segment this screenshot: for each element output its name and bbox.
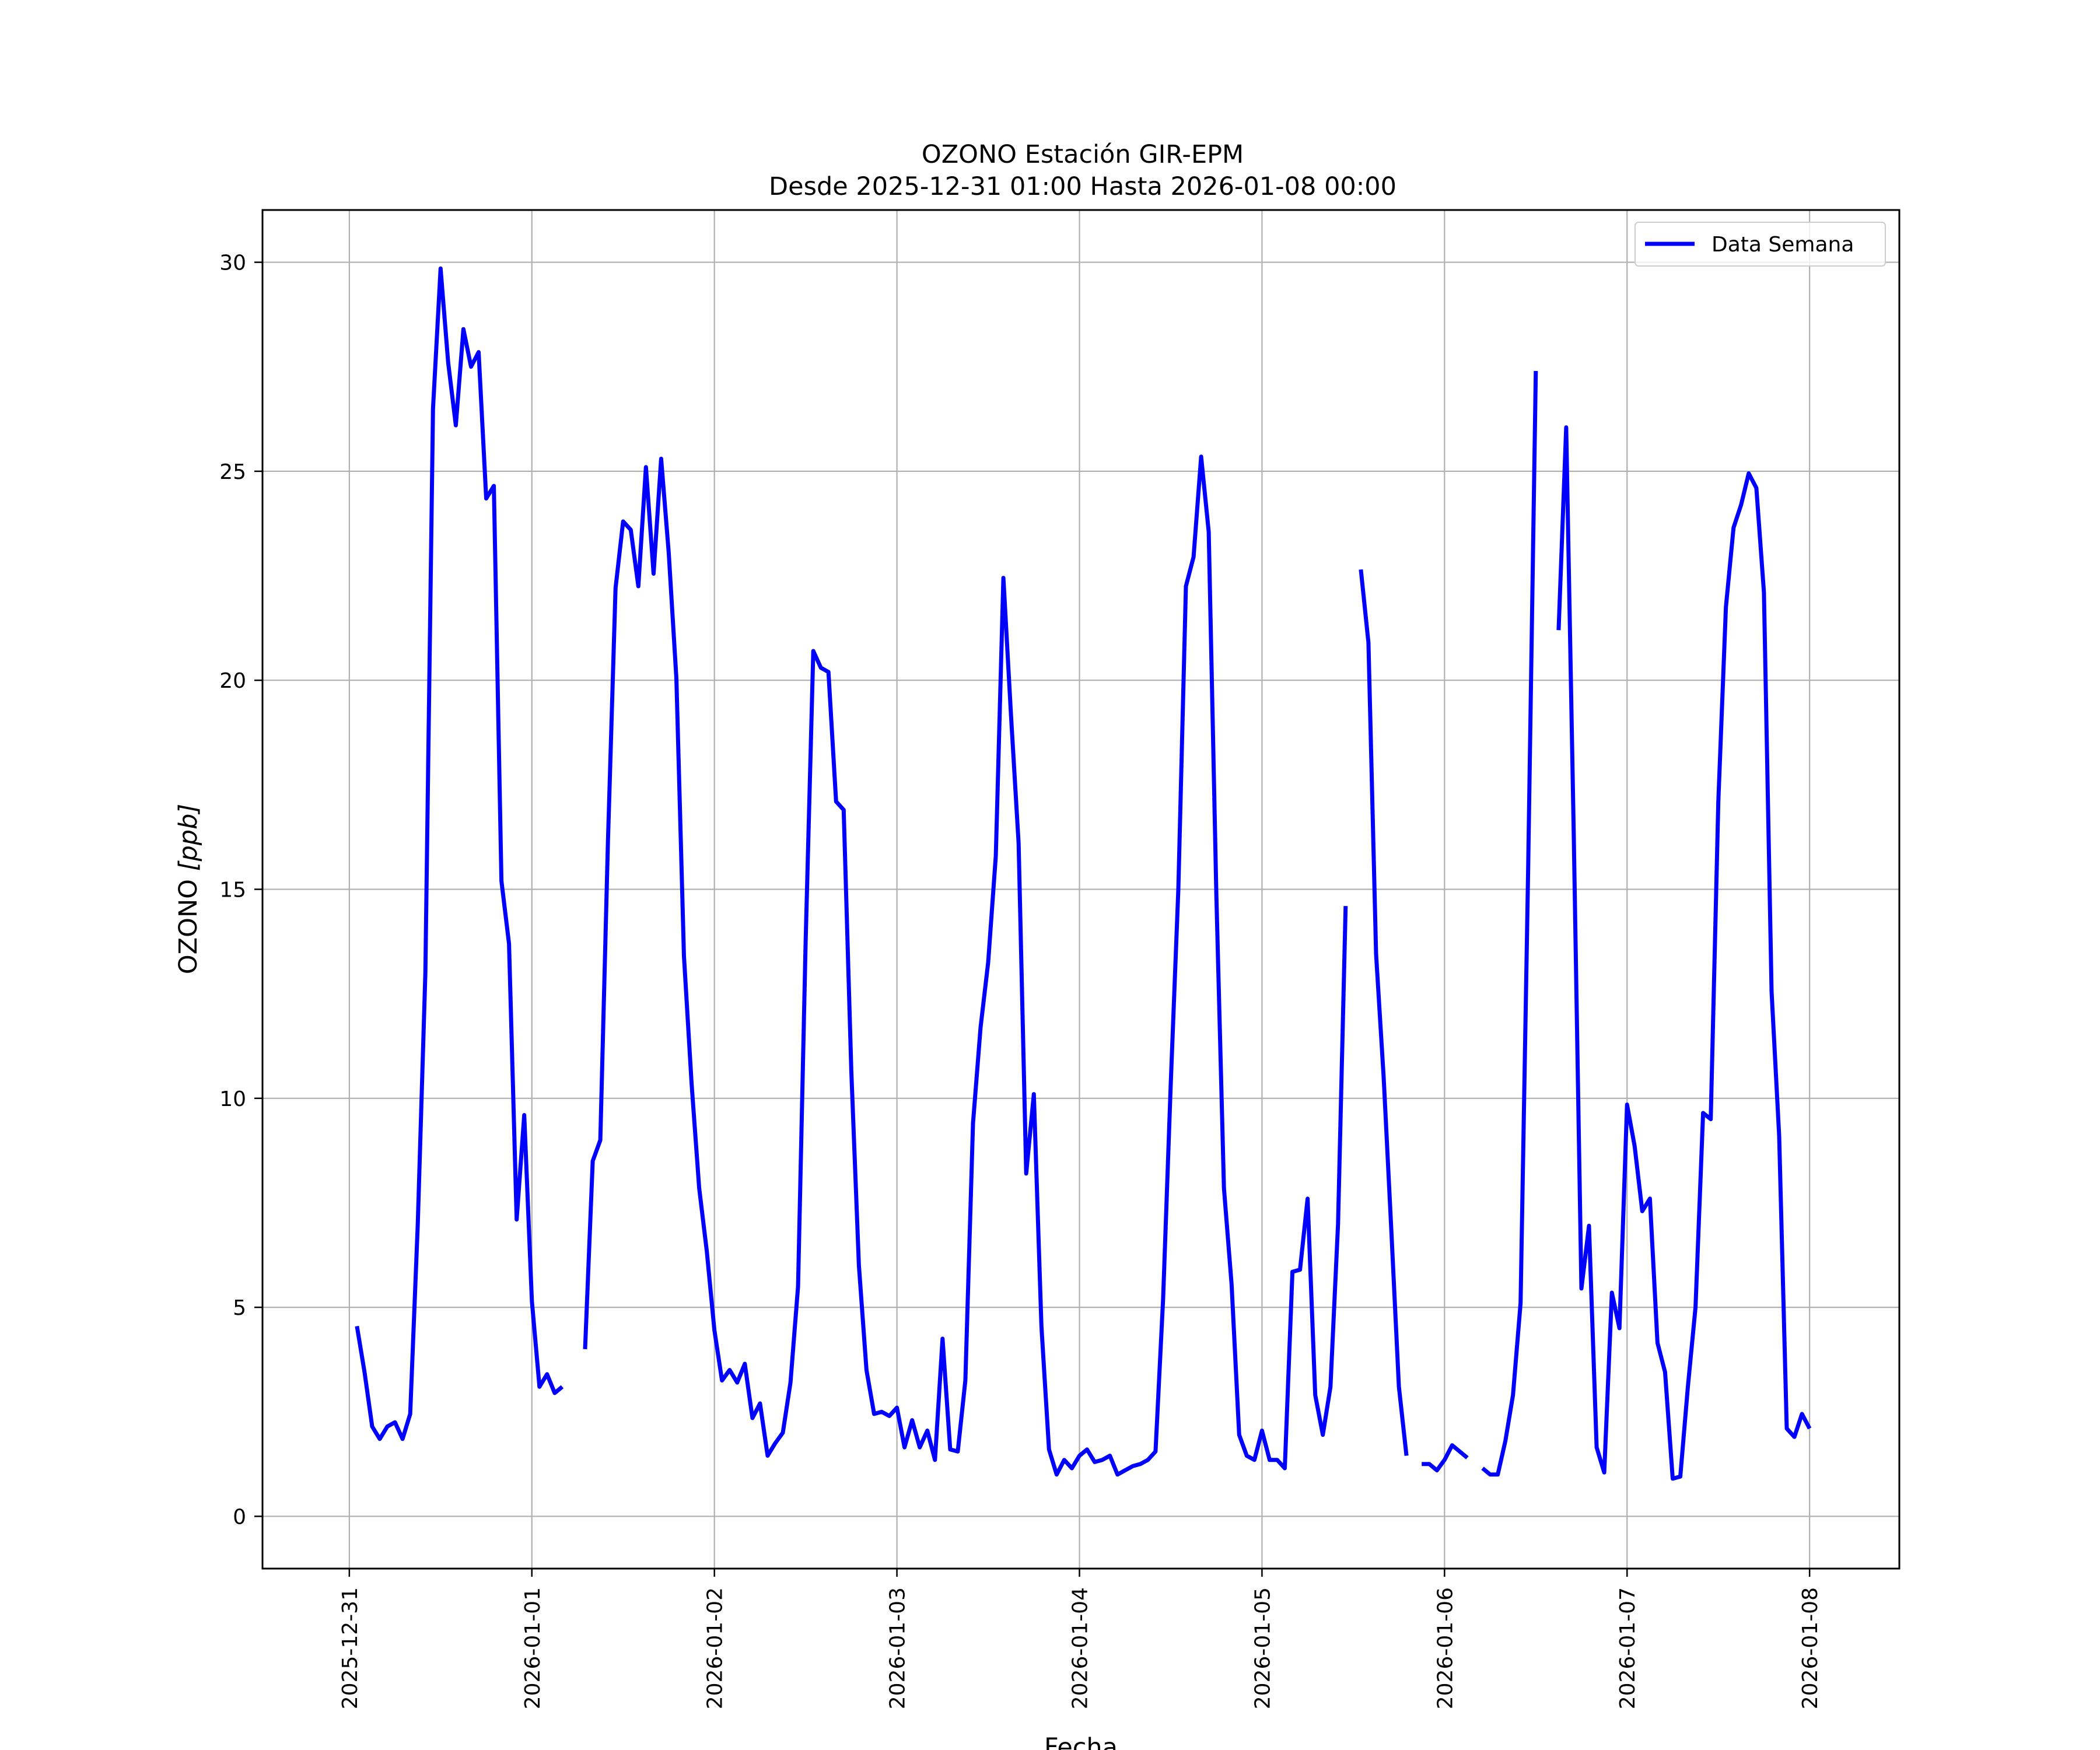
y-tick-label: 30 [219,251,246,275]
x-tick-label: 2026-01-05 [1251,1587,1275,1709]
x-tick-label: 2026-01-07 [1616,1587,1640,1709]
series-line-segment [1481,370,1538,1477]
y-axis-label-text: OZONO [174,871,203,974]
y-tick-label: 0 [233,1505,246,1529]
legend-box [1634,222,1886,267]
y-tick-label: 25 [219,460,246,484]
series-line-segment [1359,569,1409,1456]
y-tick-label: 15 [219,878,246,902]
x-tick-label: 2025-12-31 [338,1587,362,1709]
y-axis-label: OZONO [ppb] [174,804,203,974]
x-tick-label: 2026-01-03 [886,1587,910,1709]
x-axis-label: Fecha [1044,1733,1118,1750]
chart-subtitle: Desde 2025-12-31 01:00 Hasta 2026-01-08 … [769,172,1396,201]
y-tick-label: 10 [219,1087,246,1111]
legend: Data Semana [1634,222,1886,267]
series-line-segment [1556,425,1812,1481]
gridlines [262,210,1899,1569]
y-tick-label: 5 [233,1296,246,1320]
x-tick-label: 2026-01-06 [1433,1587,1457,1709]
x-tick-label: 2026-01-01 [521,1587,545,1709]
x-tick-label: 2026-01-02 [704,1587,727,1709]
axis-ticks: 2025-12-31 2026-01-01 2026-01-02 2026-01-03… [219,251,1822,1710]
legend-label: Data Semana [1712,233,1854,257]
y-tick-label: 20 [219,669,246,693]
series-layer [355,266,1812,1481]
series-line-segment [355,266,564,1441]
y-axis-label-unit: [ppb] [174,804,203,871]
x-tick-label: 2026-01-08 [1798,1587,1822,1709]
chart-title: OZONO Estación GIR-EPM [922,140,1244,169]
plot-frame [261,209,1901,1570]
series-line-segment [1422,1443,1469,1473]
series-line-segment [583,454,1348,1477]
x-tick-label: 2026-01-04 [1069,1587,1093,1709]
